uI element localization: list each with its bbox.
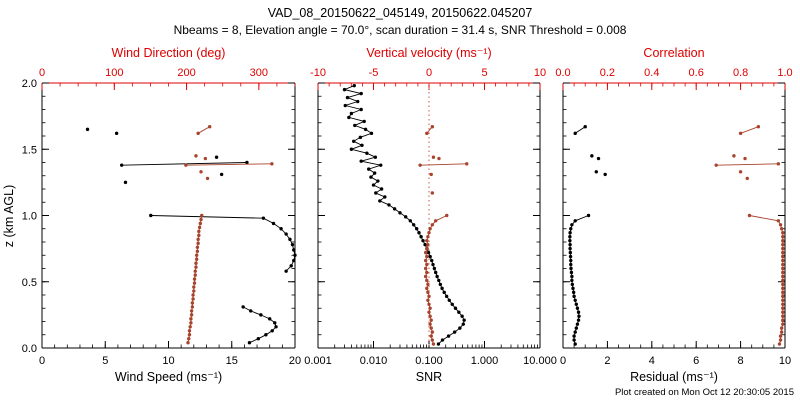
svg-text:6: 6: [693, 355, 699, 367]
svg-text:300: 300: [250, 67, 268, 79]
svg-text:5: 5: [481, 67, 487, 79]
svg-text:2: 2: [604, 355, 610, 367]
svg-text:15: 15: [226, 355, 238, 367]
svg-text:0.001: 0.001: [304, 355, 332, 367]
svg-text:1.0: 1.0: [777, 67, 792, 79]
svg-text:z (km AGL): z (km AGL): [2, 185, 16, 248]
svg-text:0.100: 0.100: [415, 355, 443, 367]
svg-text:10: 10: [162, 355, 174, 367]
svg-text:0.4: 0.4: [644, 67, 659, 79]
svg-text:5: 5: [102, 355, 108, 367]
svg-text:Residual (ms⁻¹): Residual (ms⁻¹): [630, 370, 718, 384]
svg-text:Wind Speed (ms⁻¹): Wind Speed (ms⁻¹): [115, 370, 222, 384]
svg-text:0.2: 0.2: [600, 67, 615, 79]
snr-panel: 0.001 0.010 0.100 1.000 10.000 SNR -10 -5 0 5 10 Ve…: [304, 46, 557, 384]
svg-text:0: 0: [560, 355, 566, 367]
svg-text:-5: -5: [369, 67, 379, 79]
svg-text:0: 0: [39, 67, 45, 79]
svg-text:4: 4: [649, 355, 655, 367]
plot-footer: Plot created on Mon Oct 12 20:30:05 2015: [614, 387, 794, 398]
svg-text:10: 10: [534, 67, 546, 79]
svg-text:10: 10: [779, 355, 791, 367]
svg-text:SNR: SNR: [416, 370, 442, 384]
svg-text:100: 100: [105, 67, 123, 79]
svg-text:200: 200: [177, 67, 195, 79]
plot-subtitle: Nbeams = 8, Elevation angle = 70.0°, sca…: [173, 23, 627, 37]
svg-text:0.8: 0.8: [733, 67, 748, 79]
svg-text:Vertical velocity (ms⁻¹): Vertical velocity (ms⁻¹): [366, 46, 491, 60]
svg-text:8: 8: [738, 355, 744, 367]
svg-text:Wind Direction (deg): Wind Direction (deg): [112, 46, 226, 60]
plot-title: VAD_08_20150622_045149, 20150622.045207: [267, 6, 533, 20]
svg-text:1.000: 1.000: [471, 355, 499, 367]
svg-text:2.0: 2.0: [22, 78, 37, 90]
svg-text:0.6: 0.6: [689, 67, 704, 79]
svg-text:0.010: 0.010: [360, 355, 388, 367]
svg-text:0: 0: [39, 355, 45, 367]
svg-text:1.5: 1.5: [22, 144, 37, 156]
residual-panel: 0 2 4 6 8 10 Residual (ms⁻¹) 0.0 0.2 0.4 0.6 0.8 1.0…: [555, 46, 792, 384]
svg-text:0: 0: [426, 67, 432, 79]
svg-text:0.0: 0.0: [555, 67, 570, 79]
svg-text:-10: -10: [310, 67, 326, 79]
svg-text:Correlation: Correlation: [643, 46, 704, 60]
svg-text:0.5: 0.5: [22, 277, 37, 289]
wind-panel: 0 5 10 15 20 Wind Speed (ms⁻¹) 0 100 200 300 Wind …: [22, 46, 301, 384]
svg-text:0.0: 0.0: [22, 343, 37, 355]
svg-text:1.0: 1.0: [22, 211, 37, 223]
svg-text:20: 20: [289, 355, 301, 367]
svg-text:10.000: 10.000: [523, 355, 557, 367]
